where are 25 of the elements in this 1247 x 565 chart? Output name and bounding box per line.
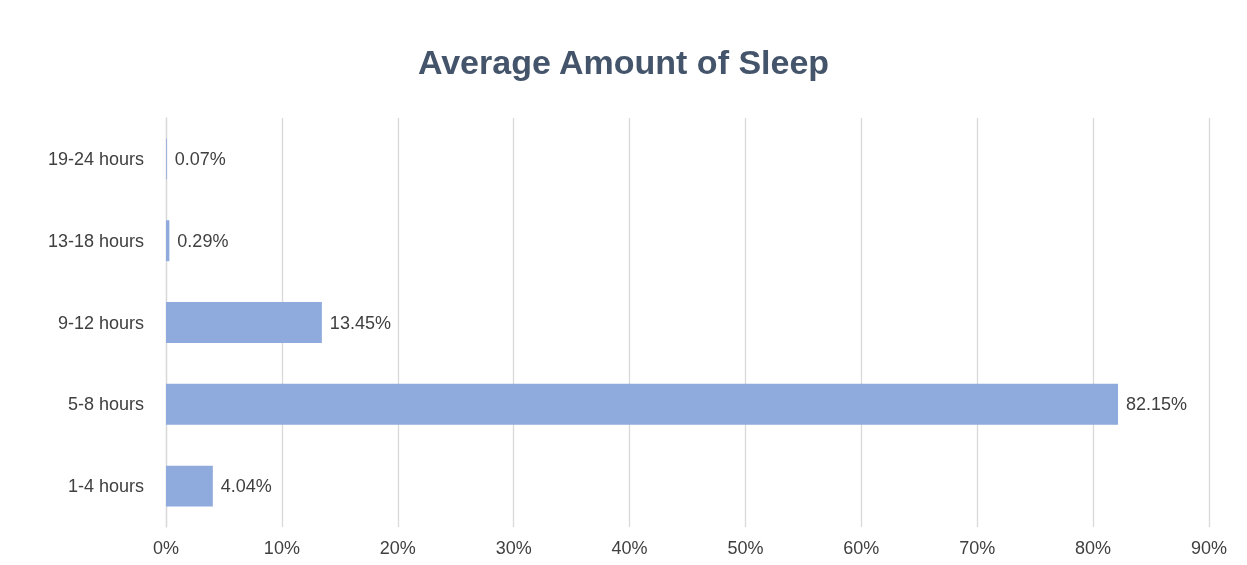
x-tick-label: 50% — [727, 538, 764, 558]
x-tick-label: 20% — [379, 538, 416, 558]
x-tick-label: 10% — [263, 538, 300, 558]
data-label: 0.07% — [174, 148, 226, 169]
data-label: 4.04% — [220, 476, 272, 497]
x-tick-label: 80% — [1075, 538, 1112, 558]
data-label: 13.45% — [329, 312, 391, 333]
chart-title: Average Amount of Sleep — [417, 43, 830, 81]
x-tick-label: 0% — [152, 538, 180, 558]
x-tick-label: 70% — [959, 538, 996, 558]
x-tick-label: 60% — [843, 538, 880, 558]
y-tick-label: 5-8 hours — [67, 394, 144, 415]
bar — [166, 220, 170, 262]
y-tick-label: 9-12 hours — [57, 312, 144, 333]
bar — [166, 383, 1119, 425]
y-tick-label: 13-18 hours — [47, 230, 144, 251]
bar — [166, 465, 213, 507]
data-label: 82.15% — [1126, 394, 1188, 415]
x-tick-label: 30% — [495, 538, 532, 558]
x-tick-label: 90% — [1190, 538, 1228, 558]
data-label: 0.29% — [177, 230, 229, 251]
x-tick-label: 40% — [611, 538, 648, 558]
bar — [166, 302, 322, 343]
y-tick-label: 1-4 hours — [67, 476, 144, 497]
y-tick-label: 19-24 hours — [47, 148, 144, 169]
